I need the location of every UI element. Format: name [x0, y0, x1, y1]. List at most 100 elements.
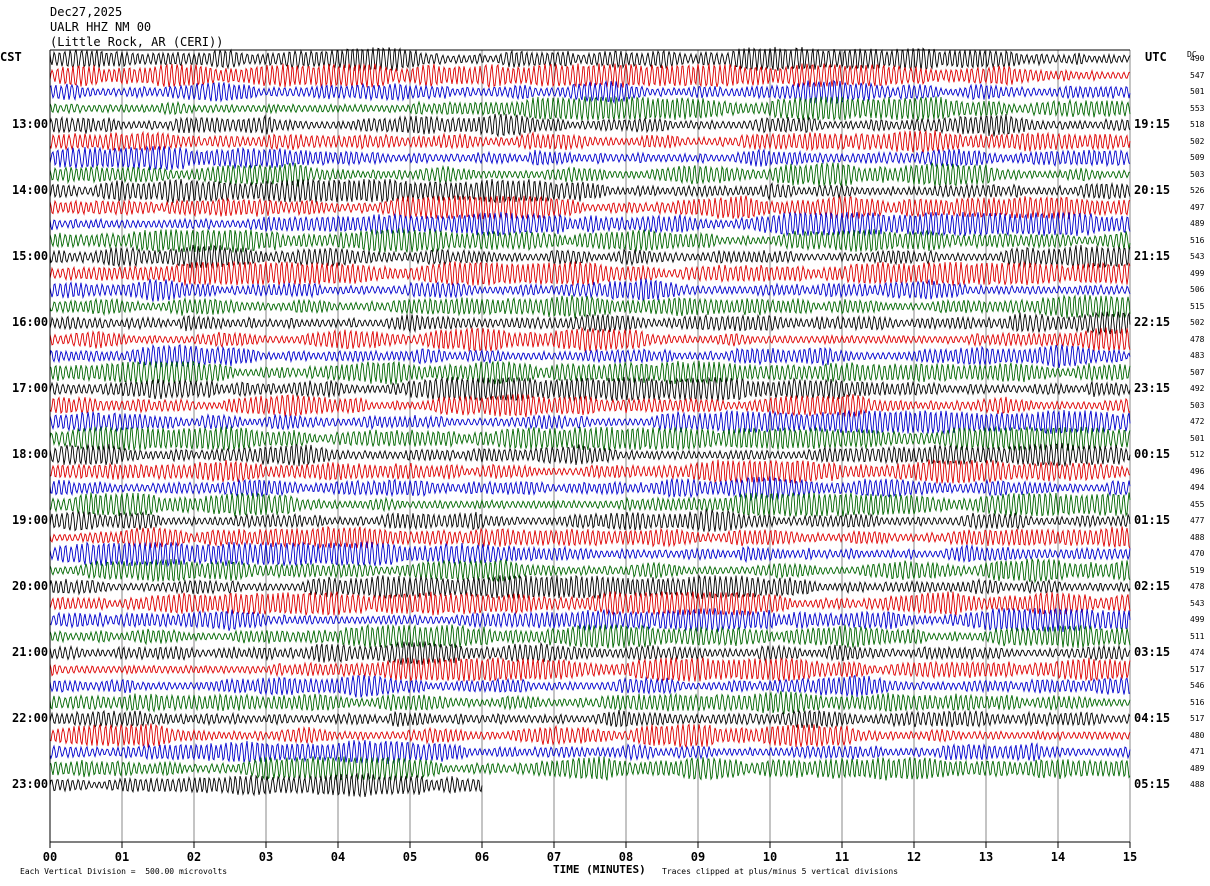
dc-value: 478: [1190, 334, 1205, 344]
trace-7: [49, 145, 1131, 171]
dc-value: 488: [1190, 532, 1205, 542]
dc-value: 516: [1190, 697, 1205, 707]
left-hour-label: 15:00: [12, 249, 49, 263]
dc-value: 515: [1190, 301, 1205, 311]
dc-value: 489: [1190, 763, 1205, 773]
dc-value: 455: [1190, 499, 1205, 509]
trace-4: [49, 95, 1131, 122]
right-hour-label: 03:15: [1134, 645, 1171, 659]
x-tick-label-01: 01: [115, 850, 129, 864]
trace-26: [49, 459, 1131, 484]
trace-20: [49, 360, 1131, 386]
dc-value: 509: [1190, 153, 1205, 162]
trace-27: [49, 476, 1131, 502]
left-hour-label: 21:00: [12, 645, 49, 659]
trace-37: [49, 641, 1131, 665]
x-tick-label-10: 10: [763, 850, 777, 864]
dc-value: 471: [1190, 747, 1205, 756]
trace-8: [49, 162, 1131, 188]
left-hour-label: 23:00: [12, 777, 49, 791]
trace-36: [49, 623, 1131, 649]
dc-value: 503: [1190, 400, 1205, 410]
trace-24: [49, 425, 1131, 452]
dc-value: 502: [1190, 318, 1205, 327]
vertical-gridlines: [49, 50, 1131, 842]
left-hour-label: 22:00: [12, 711, 49, 725]
dc-value: 553: [1190, 103, 1205, 113]
dc-value: 489: [1190, 219, 1205, 228]
trace-45: [49, 772, 483, 798]
dc-header-label: DC: [1187, 50, 1197, 59]
x-tick-label-09: 09: [691, 850, 705, 864]
trace-5: [49, 113, 1131, 138]
trace-12: [49, 227, 1131, 253]
trace-3: [49, 79, 1131, 105]
left-hour-label: 16:00: [12, 315, 49, 329]
right-hour-label: 05:15: [1134, 777, 1171, 791]
trace-1: [49, 46, 1131, 72]
trace-44: [49, 756, 1131, 782]
dc-value: 477: [1190, 516, 1205, 525]
dc-value: 492: [1190, 384, 1205, 393]
dc-value: 490: [1190, 54, 1205, 63]
dc-value: 506: [1190, 285, 1205, 294]
dc-value: 526: [1190, 186, 1205, 195]
trace-42: [49, 723, 1131, 749]
right-hour-label: 00:15: [1134, 447, 1171, 461]
trace-43: [49, 740, 1131, 765]
dc-value: 470: [1190, 549, 1205, 558]
left-hour-label: 19:00: [12, 513, 49, 527]
right-timezone-label: UTC: [1145, 50, 1167, 64]
trace-40: [49, 690, 1131, 715]
trace-14: [49, 261, 1131, 287]
trace-16: [49, 294, 1131, 319]
dc-value: 474: [1190, 648, 1205, 657]
x-tick-label-14: 14: [1051, 850, 1065, 864]
x-tick-label-15: 15: [1123, 850, 1137, 864]
station-location: (Little Rock, AR (CERI)): [50, 35, 224, 49]
trace-15: [49, 278, 1131, 302]
x-tick-label-11: 11: [835, 850, 849, 864]
seismic-traces: [49, 46, 1131, 798]
dc-value: 546: [1190, 681, 1205, 690]
dc-value: 496: [1190, 466, 1205, 476]
dc-value: 503: [1190, 169, 1205, 179]
dc-value: 516: [1190, 235, 1205, 245]
left-hour-label: 18:00: [12, 447, 49, 461]
trace-10: [49, 195, 1131, 221]
trace-25: [49, 442, 1131, 467]
x-tick-label-05: 05: [403, 850, 417, 864]
station-code: UALR HHZ NM 00: [50, 20, 152, 34]
x-tick-label-04: 04: [331, 850, 345, 864]
dc-value: 511: [1190, 631, 1205, 641]
trace-2: [49, 63, 1131, 89]
x-tick-label-00: 00: [43, 850, 57, 864]
trace-38: [49, 657, 1131, 682]
x-axis-title: TIME (MINUTES): [553, 863, 646, 876]
dc-value: 517: [1190, 714, 1205, 723]
x-tick-label-12: 12: [907, 850, 921, 864]
dc-value: 480: [1190, 730, 1205, 740]
trace-29: [49, 508, 1131, 533]
scale-note: Each Vertical Division = 500.00 microvol…: [20, 867, 228, 876]
dc-value: 507: [1190, 367, 1205, 377]
trace-18: [49, 326, 1131, 352]
trace-9: [49, 178, 1131, 204]
left-timezone-label: CST: [0, 50, 22, 64]
dc-value: 499: [1190, 615, 1205, 624]
dc-value: 497: [1190, 202, 1205, 212]
trace-33: [49, 574, 1131, 601]
dc-value: 472: [1190, 417, 1205, 426]
trace-13: [49, 244, 1131, 269]
trace-31: [49, 540, 1131, 568]
dc-value: 501: [1190, 433, 1205, 443]
dc-value: 483: [1190, 351, 1205, 360]
right-hour-label: 20:15: [1134, 183, 1171, 197]
dc-value: 518: [1190, 120, 1205, 129]
right-hour-label: 01:15: [1134, 513, 1171, 527]
x-tick-label-07: 07: [547, 850, 561, 864]
dc-value: 488: [1190, 780, 1205, 789]
dc-value: 501: [1190, 87, 1205, 96]
trace-28: [49, 491, 1131, 518]
dc-value: 499: [1190, 268, 1205, 278]
